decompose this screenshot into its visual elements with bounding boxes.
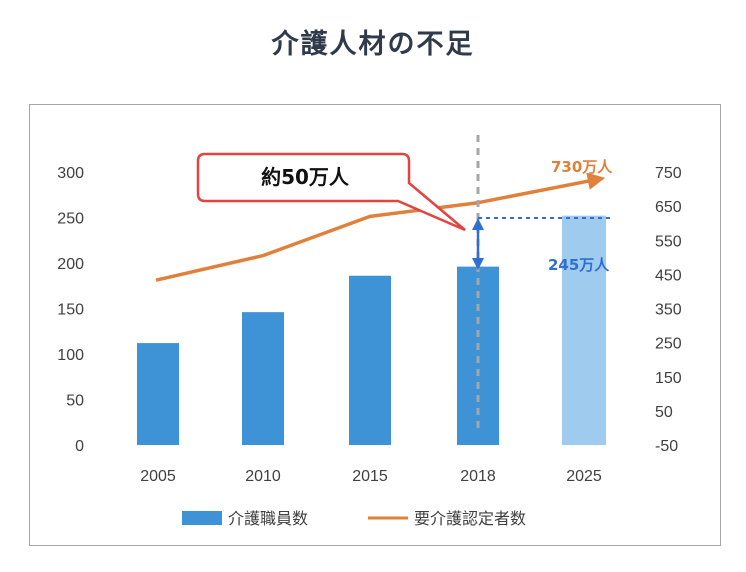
legend-swatch-bar bbox=[182, 511, 222, 525]
left-axis-tick: 100 bbox=[57, 347, 84, 364]
x-axis-tick: 2010 bbox=[245, 468, 281, 485]
legend: 介護職員数 要介護認定者数 bbox=[182, 509, 526, 528]
right-axis-tick: 750 bbox=[655, 165, 682, 182]
callout-text: 約50万人 bbox=[261, 165, 350, 189]
right-axis-tick: 250 bbox=[655, 336, 682, 353]
right-axis-tick: 450 bbox=[655, 267, 682, 284]
page-title: 介護人材の不足 bbox=[271, 29, 475, 60]
line-series-要介護認定者数 bbox=[155, 172, 606, 282]
bar-2010 bbox=[242, 312, 284, 445]
x-axis-tick: 2018 bbox=[460, 468, 496, 485]
right-axis-tick: 50 bbox=[655, 404, 673, 421]
x-axis-tick: 2025 bbox=[566, 468, 602, 485]
chart-frame bbox=[29, 104, 721, 546]
right-axis-tick: 350 bbox=[655, 302, 682, 319]
x-axis-tick: 2005 bbox=[140, 468, 176, 485]
gap-double-arrow bbox=[472, 218, 484, 270]
right-axis-tick: 150 bbox=[655, 370, 682, 387]
right-axis-tick: 650 bbox=[655, 199, 682, 216]
legend-label-line: 要介護認定者数 bbox=[414, 509, 526, 528]
left-axis-tick: 50 bbox=[66, 393, 84, 410]
bar-2025 bbox=[562, 215, 606, 445]
bar-2005 bbox=[137, 343, 179, 445]
right-axis-tick: -50 bbox=[655, 438, 678, 455]
right-axis-tick: 550 bbox=[655, 233, 682, 250]
left-axis-tick: 150 bbox=[57, 302, 84, 319]
x-axis-tick: 2015 bbox=[352, 468, 388, 485]
callout-bubble bbox=[196, 152, 466, 232]
legend-label-bar: 介護職員数 bbox=[228, 509, 308, 528]
line-end-label: 730万人 bbox=[551, 158, 613, 176]
gap-label: 245万人 bbox=[548, 256, 610, 274]
left-axis-tick: 200 bbox=[57, 256, 84, 273]
bar-2015 bbox=[349, 275, 391, 445]
left-axis-tick: 250 bbox=[57, 211, 84, 228]
left-axis-tick: 300 bbox=[57, 165, 84, 182]
left-axis-tick: 0 bbox=[75, 438, 84, 455]
